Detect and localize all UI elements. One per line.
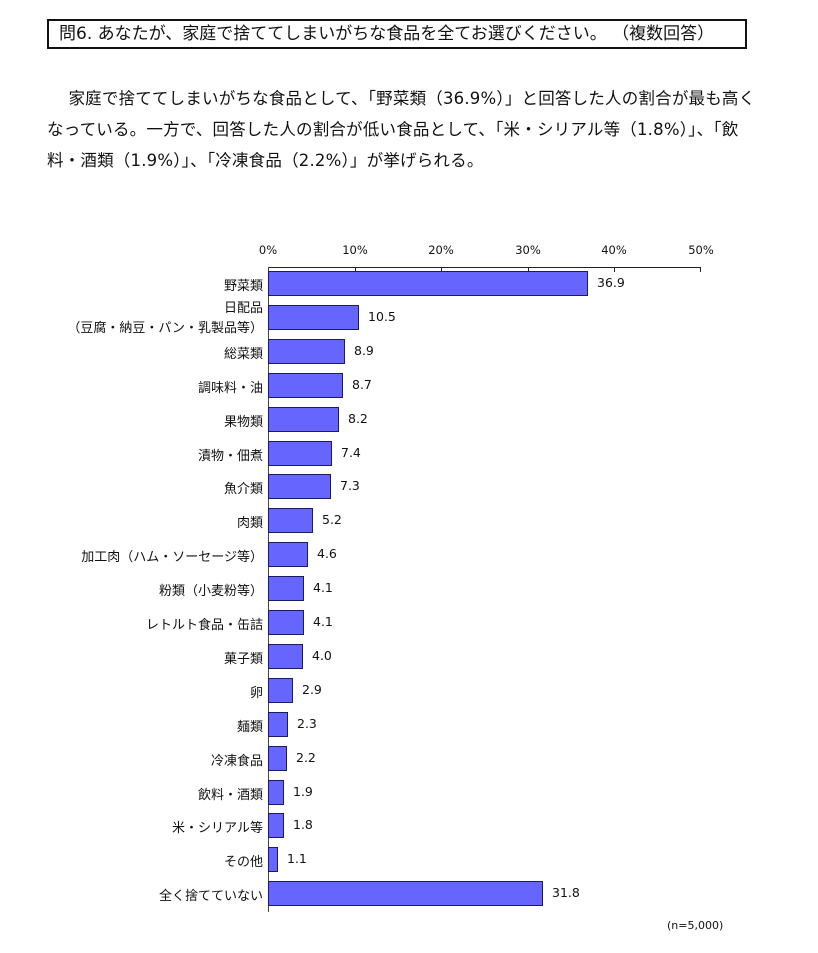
bar [268,406,339,432]
bar [268,711,288,737]
summary-text: 家庭で捨ててしまいがちな食品として、「野菜類（36.9%）」と回答した人の割合が… [47,83,757,176]
bar [268,677,293,703]
category-label: 米・シリアル等 [171,821,263,837]
category-label: 冷凍食品 [210,753,263,769]
bar [268,576,304,602]
bar [268,271,588,296]
x-axis-tick [355,267,356,272]
category-label: その他 [223,855,263,871]
x-tick-label: 50% [688,243,714,257]
value-label: 2.9 [302,681,322,697]
value-label: 1.1 [287,851,307,867]
category-label: 魚介類 [223,482,263,498]
question-title: 問6. あなたが、家庭で捨ててしまいがちな食品を全てお選びください。 （複数回答… [47,19,747,49]
x-axis-tick [700,267,701,272]
value-label: 2.2 [296,749,316,765]
category-label: 菓子類 [223,651,263,667]
x-axis-tick [441,267,442,272]
bar [268,372,343,398]
bar [268,304,359,330]
bar [268,474,331,500]
value-label: 4.6 [317,546,337,562]
x-tick-label: 30% [515,243,541,257]
category-label: レトルト食品・缶詰 [145,618,263,633]
value-label: 4.0 [312,647,332,663]
category-label: 加工肉（ハム・ソーセージ等） [81,550,263,566]
value-label: 1.8 [293,817,313,833]
category-label: 総菜類 [223,346,263,362]
value-label: 4.1 [313,614,333,629]
category-label: 全く捨てていない [158,889,263,905]
value-label: 7.4 [341,444,361,460]
value-label: 8.7 [352,376,372,392]
bar [268,643,303,669]
summary-paragraph: 家庭で捨ててしまいがちな食品として、「野菜類（36.9%）」と回答した人の割合が… [47,89,756,170]
bar [268,610,304,635]
bar [268,745,287,771]
value-label: 2.3 [297,715,317,731]
category-label: 日配品 （豆腐・納豆・パン・乳製品等） [67,301,263,337]
value-label: 8.9 [354,342,374,358]
category-label-main: 日配品 [223,300,263,316]
x-tick-label: 0% [258,243,278,257]
x-axis-line [268,267,701,268]
value-label: 1.9 [293,783,313,799]
category-label: 飲料・酒類 [197,787,263,803]
bar [268,881,543,907]
x-tick-label: 20% [428,243,454,257]
value-label: 4.1 [313,580,333,596]
bar [268,847,278,873]
value-label: 8.2 [348,410,368,426]
bar [268,813,284,839]
category-label: 肉類 [236,516,263,532]
category-label: 野菜類 [223,279,263,294]
x-axis-tick [528,267,529,272]
category-label: 調味料・油 [197,380,263,396]
bar [268,508,313,534]
bar [268,542,308,568]
bar [268,440,332,466]
category-label: 卵 [249,685,263,701]
value-label: 5.2 [322,512,342,528]
value-label: 36.9 [597,275,625,290]
value-label: 10.5 [368,308,396,324]
category-label: 粉類（小麦粉等） [158,584,263,600]
x-axis-tick [614,267,615,272]
x-tick-label: 40% [601,243,627,257]
bar [268,779,284,805]
category-label: 果物類 [223,414,263,430]
category-label: 漬物・佃煮 [197,448,263,464]
category-label: 麺類 [236,719,263,735]
bar [268,338,345,364]
value-label: 31.8 [552,885,580,901]
value-label: 7.3 [340,478,360,494]
category-label-sub: （豆腐・納豆・パン・乳製品等） [67,320,263,336]
sample-size-note: (n=5,000) [667,919,724,932]
x-tick-label: 10% [342,243,368,257]
